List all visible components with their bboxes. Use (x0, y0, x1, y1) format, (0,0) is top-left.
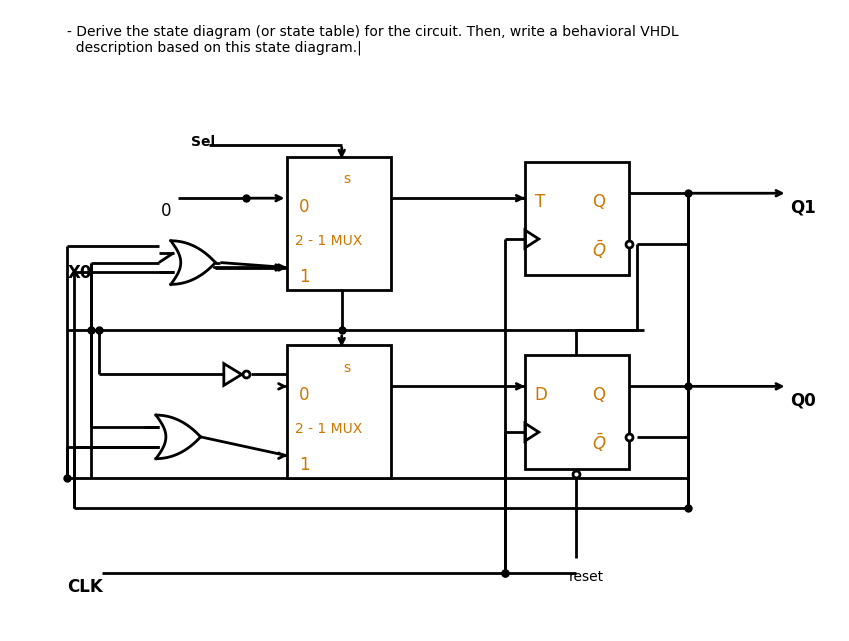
Text: 2 - 1 MUX: 2 - 1 MUX (295, 234, 363, 248)
Text: Q: Q (593, 387, 605, 404)
Text: 0: 0 (160, 202, 171, 220)
Text: 0: 0 (299, 198, 310, 216)
Text: Q: Q (593, 193, 605, 212)
Text: Q1: Q1 (790, 198, 816, 216)
Text: $\bar{Q}$: $\bar{Q}$ (593, 239, 607, 262)
Text: s: s (343, 361, 350, 374)
Text: D: D (535, 387, 548, 404)
Text: $\bar{Q}$: $\bar{Q}$ (593, 432, 607, 454)
Bar (525, 162, 629, 276)
Text: reset: reset (569, 570, 604, 583)
Text: description based on this state diagram.|: description based on this state diagram.… (67, 41, 363, 55)
Text: T: T (535, 193, 545, 212)
Text: X0: X0 (67, 263, 92, 281)
Bar (525, 354, 629, 469)
Bar (287, 345, 391, 478)
Bar (287, 156, 391, 290)
Text: 1: 1 (299, 456, 310, 474)
Text: 0: 0 (299, 387, 310, 404)
Text: 2 - 1 MUX: 2 - 1 MUX (295, 422, 363, 436)
Text: Q0: Q0 (790, 391, 816, 410)
Text: CLK: CLK (67, 578, 103, 595)
Text: s: s (343, 172, 350, 187)
Text: - Derive the state diagram (or state table) for the circuit. Then, write a behav: - Derive the state diagram (or state tab… (67, 25, 679, 39)
Text: Sel: Sel (191, 135, 216, 149)
Text: 1: 1 (299, 267, 310, 285)
